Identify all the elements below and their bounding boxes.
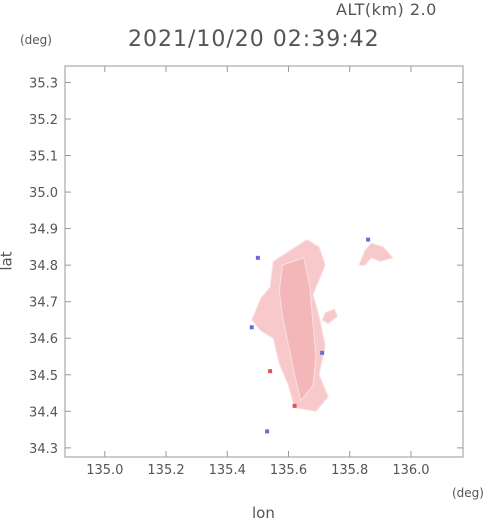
- y-tick-label-6: 34.9: [29, 223, 58, 238]
- echo-point-0: [292, 403, 297, 408]
- y-tick-label-0: 34.3: [29, 442, 58, 457]
- echo-region-2: [358, 242, 394, 266]
- echo-point-5: [320, 350, 325, 355]
- echo-point-4: [249, 325, 254, 330]
- echo-layer: [249, 237, 394, 434]
- y-tick-label-1: 34.4: [29, 405, 58, 420]
- y-tick-label-3: 34.6: [29, 332, 58, 347]
- tick-layer: 135.0 135.2 135.4 135.6 135.8 136.0 34.3 34.4 34…: [29, 66, 463, 478]
- chart-title: 2021/10/20 02:39:42: [128, 27, 380, 52]
- x-tick-label-0: 135.0: [86, 463, 123, 478]
- y-tick-label-7: 35.0: [29, 186, 58, 201]
- y-tick-label-9: 35.2: [29, 113, 58, 128]
- plot-frame: [64, 65, 464, 458]
- y-tick-label-4: 34.7: [29, 296, 58, 311]
- x-tick-label-2: 135.4: [209, 463, 246, 478]
- altitude-label: ALT(km) 2.0: [336, 0, 437, 19]
- echo-region-3: [321, 308, 339, 325]
- x-axis-label: lon: [252, 504, 275, 522]
- echo-point-2: [265, 429, 270, 434]
- x-tick-label-5: 136.0: [392, 463, 429, 478]
- echo-point-1: [268, 369, 273, 374]
- x-axis-unit: (deg): [452, 486, 484, 500]
- y-tick-label-5: 34.8: [29, 259, 58, 274]
- x-tick-label-4: 135.8: [331, 463, 368, 478]
- x-tick-label-1: 135.2: [147, 463, 184, 478]
- y-tick-label-10: 35.3: [29, 76, 58, 91]
- echo-region-1: [278, 257, 317, 402]
- y-tick-label-8: 35.1: [29, 150, 58, 165]
- y-axis-unit: (deg): [20, 33, 52, 47]
- echo-point-3: [255, 255, 260, 260]
- y-tick-label-2: 34.5: [29, 369, 58, 384]
- x-tick-label-3: 135.6: [270, 463, 307, 478]
- echo-point-6: [366, 237, 371, 242]
